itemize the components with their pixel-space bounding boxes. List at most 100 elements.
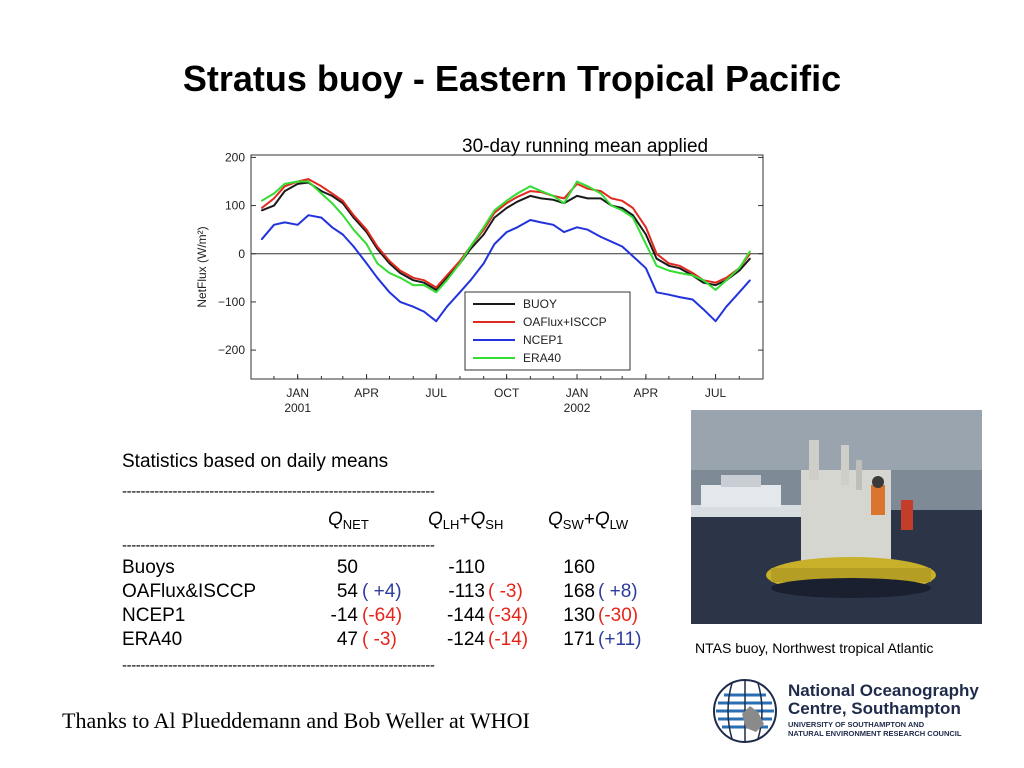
y-axis-label: NetFlux (W/m²) bbox=[195, 226, 209, 307]
series-line-buoy bbox=[261, 181, 751, 291]
data-point bbox=[446, 305, 448, 308]
data-point bbox=[645, 226, 647, 229]
stats-cell-net: 47 bbox=[336, 629, 358, 650]
data-point bbox=[505, 231, 508, 233]
data-point bbox=[576, 195, 578, 197]
data-point bbox=[599, 190, 602, 192]
data-point bbox=[469, 279, 472, 282]
data-point bbox=[714, 320, 717, 322]
data-point bbox=[435, 286, 438, 289]
data-point bbox=[655, 291, 658, 294]
stats-cell-swlw: 171 bbox=[563, 629, 595, 650]
data-point bbox=[678, 264, 681, 267]
data-point bbox=[283, 221, 286, 224]
data-point bbox=[399, 277, 402, 279]
data-point bbox=[365, 228, 368, 231]
data-point bbox=[423, 310, 425, 313]
stats-cell-swlw-diff: ( +8) bbox=[598, 581, 638, 602]
legend-label: ERA40 bbox=[523, 351, 561, 365]
data-point bbox=[342, 214, 344, 217]
data-point bbox=[632, 216, 634, 219]
data-point bbox=[749, 250, 751, 253]
data-point bbox=[331, 195, 333, 197]
data-point bbox=[307, 214, 310, 217]
data-point bbox=[423, 284, 425, 286]
data-point bbox=[423, 281, 425, 284]
stats-heading: Statistics based on daily means bbox=[122, 451, 389, 472]
stats-row: OAFlux&ISCCP 54( +4) -113( -3) 168( +8) bbox=[122, 580, 638, 604]
data-point bbox=[260, 199, 263, 202]
data-point bbox=[469, 245, 472, 248]
data-point bbox=[540, 197, 542, 200]
logo-subtitle: UNIVERSITY OF SOUTHAMPTON AND NATURAL EN… bbox=[788, 720, 962, 738]
legend-label: BUOY bbox=[523, 297, 557, 311]
data-point bbox=[376, 245, 379, 248]
globe-icon bbox=[713, 679, 777, 743]
data-point bbox=[388, 272, 391, 274]
data-point bbox=[446, 279, 448, 282]
stats-cell-swlw-diff: (-30) bbox=[598, 605, 639, 626]
data-point bbox=[714, 289, 717, 291]
data-point bbox=[493, 216, 496, 219]
data-point bbox=[273, 224, 275, 226]
data-point bbox=[668, 262, 670, 265]
stats-body: Buoys 50 -110 160 OAFlux&ISCCP 54( +4) -113( -… bbox=[122, 556, 641, 652]
data-point bbox=[691, 272, 694, 274]
data-point bbox=[621, 207, 623, 209]
stats-cell-swlw: 168 bbox=[563, 581, 595, 602]
data-point bbox=[529, 185, 532, 188]
stats-cell-lhsh: -110 bbox=[448, 557, 485, 578]
stats-cell-swlw: 160 bbox=[563, 557, 595, 578]
data-point bbox=[645, 267, 647, 270]
data-point bbox=[399, 301, 402, 303]
data-point bbox=[435, 289, 438, 291]
data-point bbox=[331, 192, 333, 195]
data-point bbox=[702, 279, 705, 282]
data-point bbox=[260, 207, 263, 209]
stats-cell-net: 54 bbox=[336, 581, 358, 602]
data-point bbox=[702, 308, 705, 310]
data-point bbox=[691, 298, 694, 301]
data-point bbox=[331, 226, 333, 229]
data-point bbox=[678, 272, 681, 274]
data-point bbox=[388, 291, 391, 294]
stats-row: Buoys 50 -110 160 bbox=[122, 556, 595, 580]
data-point bbox=[563, 197, 565, 200]
data-point bbox=[365, 262, 368, 265]
data-point bbox=[342, 233, 344, 236]
data-point bbox=[320, 192, 323, 195]
data-point bbox=[655, 257, 658, 260]
stats-row: NCEP1 -14 (-64) -144 (-34) 130 (-30) bbox=[122, 604, 638, 628]
data-point bbox=[516, 226, 519, 229]
data-point bbox=[307, 180, 310, 183]
y-tick-label: 0 bbox=[238, 247, 245, 261]
stats-cell-lhsh: -144 bbox=[446, 605, 485, 626]
data-point bbox=[459, 262, 461, 265]
data-point bbox=[586, 197, 589, 200]
data-point bbox=[482, 233, 485, 236]
stats-cell-net-diff: ( +4) bbox=[362, 581, 402, 602]
data-point bbox=[320, 190, 323, 192]
x-tick-year-label: 2001 bbox=[284, 401, 311, 415]
data-point bbox=[655, 252, 658, 255]
data-point bbox=[273, 197, 275, 200]
data-point bbox=[552, 195, 555, 197]
stats-cell-lhsh-diff: (-34) bbox=[488, 605, 529, 626]
data-point bbox=[552, 199, 555, 201]
logo-title: National Oceanography Centre, Southampto… bbox=[788, 681, 979, 718]
data-point bbox=[260, 209, 263, 212]
x-tick-year-label: 2002 bbox=[564, 401, 591, 415]
data-point bbox=[376, 248, 379, 250]
x-tick-label: OCT bbox=[494, 386, 520, 400]
divider-bottom: ----------------------------------------… bbox=[122, 657, 435, 674]
data-point bbox=[376, 277, 379, 279]
data-point bbox=[621, 245, 623, 248]
acknowledgement: Thanks to Al Plueddemann and Bob Weller … bbox=[62, 708, 530, 733]
data-point bbox=[645, 233, 647, 236]
data-point bbox=[399, 269, 402, 272]
data-point bbox=[599, 197, 602, 200]
y-tick-label: −200 bbox=[218, 343, 245, 357]
data-point bbox=[645, 243, 647, 245]
data-point bbox=[576, 226, 578, 229]
stats-cell-swlw: 130 bbox=[563, 605, 595, 626]
